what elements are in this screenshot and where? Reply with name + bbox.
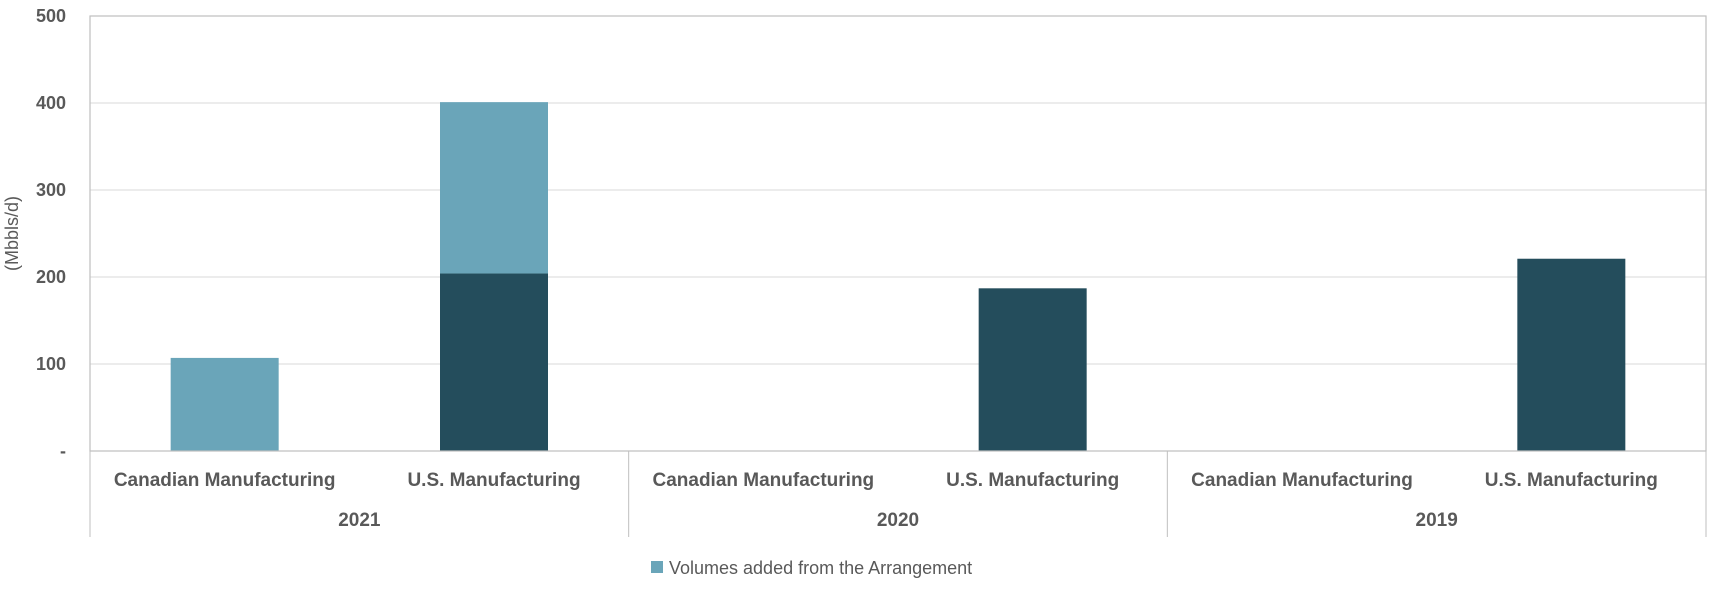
legend: Volumes added from the Arrangement xyxy=(651,558,972,578)
group-label: 2021 xyxy=(338,510,381,531)
bar-base xyxy=(1517,258,1626,451)
group-label: 2020 xyxy=(877,510,919,531)
legend-swatch xyxy=(651,561,663,573)
category-label: Canadian Manufacturing xyxy=(114,470,336,491)
category-label: U.S. Manufacturing xyxy=(946,470,1119,491)
bars xyxy=(170,102,1626,451)
category-label: Canadian Manufacturing xyxy=(652,470,874,491)
group-label: 2019 xyxy=(1416,510,1458,531)
y-tick-label: 400 xyxy=(36,93,66,113)
y-tick-label: 200 xyxy=(36,267,66,287)
y-tick-label: 100 xyxy=(36,354,66,374)
category-label: U.S. Manufacturing xyxy=(1485,470,1658,491)
category-labels: Canadian Manufacturing U.S. Manufacturing… xyxy=(114,470,1658,531)
axes xyxy=(89,15,1707,537)
y-axis-title: (Mbbls/d) xyxy=(2,196,22,271)
y-tick-label: 500 xyxy=(36,6,66,26)
y-tick-label: - xyxy=(60,441,66,461)
y-tick-labels: - 100 200 300 400 500 xyxy=(36,6,66,461)
y-tick-label: 300 xyxy=(36,180,66,200)
bar-base xyxy=(978,288,1087,451)
category-label: U.S. Manufacturing xyxy=(407,470,580,491)
bar-arrangement xyxy=(170,357,279,451)
bar-arrangement xyxy=(440,102,548,274)
bar-base xyxy=(440,273,548,451)
plot-frame xyxy=(89,15,1707,452)
legend-label: Volumes added from the Arrangement xyxy=(669,558,972,578)
category-label: Canadian Manufacturing xyxy=(1191,470,1413,491)
gridlines xyxy=(90,102,1706,365)
